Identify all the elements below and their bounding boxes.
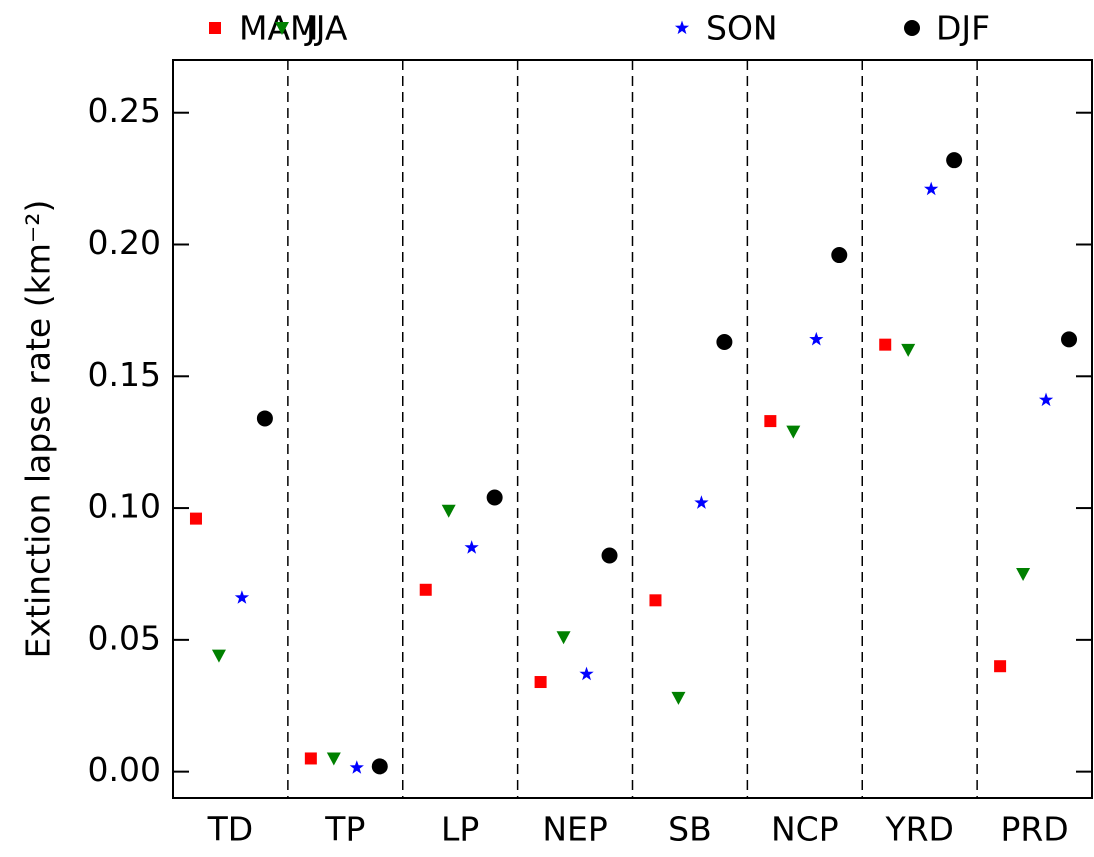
x-tick-label: SB xyxy=(668,810,712,849)
data-point xyxy=(349,760,364,774)
x-tick-label: PRD xyxy=(1000,810,1068,849)
y-tick-label: 0.25 xyxy=(88,91,161,130)
data-point xyxy=(901,343,916,357)
data-point xyxy=(189,512,202,525)
data-point xyxy=(1061,331,1078,348)
legend-marker xyxy=(904,20,920,36)
y-tick-label: 0.20 xyxy=(88,223,161,262)
y-tick-label: 0.15 xyxy=(88,355,161,394)
data-point xyxy=(994,660,1007,673)
data-point xyxy=(419,583,432,596)
data-point xyxy=(809,331,824,346)
data-point xyxy=(211,649,226,663)
legend-label: JJA xyxy=(304,9,348,48)
x-tick-label: YRD xyxy=(884,810,954,849)
data-point xyxy=(831,247,848,264)
data-point xyxy=(1038,392,1054,407)
data-point xyxy=(924,181,939,196)
data-point xyxy=(371,758,388,775)
y-tick-label: 0.05 xyxy=(88,618,161,657)
data-point xyxy=(256,410,273,427)
x-tick-label: NEP xyxy=(542,810,607,849)
legend-marker xyxy=(275,22,289,35)
y-tick-label: 0.10 xyxy=(88,487,161,526)
data-point xyxy=(579,666,594,681)
x-tick-label: TP xyxy=(324,810,365,849)
data-point xyxy=(601,547,618,564)
data-point xyxy=(534,676,547,689)
data-point xyxy=(304,752,317,765)
x-tick-label: LP xyxy=(441,810,479,849)
data-point xyxy=(649,594,662,607)
data-point xyxy=(786,425,801,439)
data-point xyxy=(879,338,892,351)
legend-label: SON xyxy=(706,9,778,48)
data-point xyxy=(671,691,686,705)
data-point xyxy=(716,334,733,351)
x-tick-label: TD xyxy=(207,810,254,849)
data-point xyxy=(1016,567,1031,581)
data-point xyxy=(464,540,479,554)
data-point xyxy=(946,152,963,169)
y-axis-label: Extinction lapse rate (km⁻²) xyxy=(19,200,58,659)
legend-label: DJF xyxy=(936,9,990,48)
legend-marker xyxy=(209,22,221,34)
data-point xyxy=(764,415,777,428)
x-tick-label: NCP xyxy=(771,810,839,849)
data-point xyxy=(694,495,709,509)
legend-marker xyxy=(674,20,690,35)
data-point xyxy=(556,631,571,645)
data-point xyxy=(486,489,503,506)
data-point xyxy=(234,590,250,604)
data-point xyxy=(326,752,341,766)
data-point xyxy=(441,504,456,518)
y-tick-label: 0.00 xyxy=(88,750,161,789)
